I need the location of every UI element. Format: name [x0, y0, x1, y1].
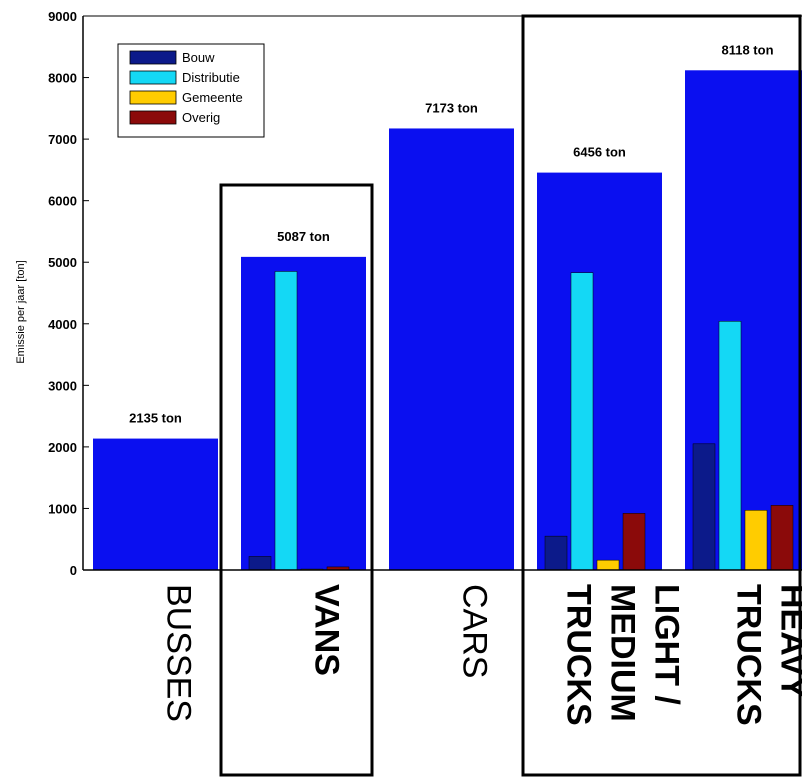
category-label-vans-line-1: VANS: [308, 584, 346, 676]
legend-swatch-gemeente: [129, 90, 177, 105]
bar-total-label-light-medium-trucks: 6456 ton: [573, 145, 626, 160]
bar-total-busses: [93, 438, 218, 570]
legend-swatch-distributie: [129, 70, 177, 85]
bar-bouw-light-medium-trucks: [544, 535, 568, 571]
legend-swatch-overig: [129, 110, 177, 125]
bar-overig-heavy-trucks: [770, 505, 794, 571]
highlight-box-vans: [219, 183, 374, 777]
y-tick-label-1000: 1000: [48, 501, 77, 516]
legend: Bouw Distributie Gemeente Overig: [117, 43, 265, 138]
category-label-light-medium-trucks-line-3: TRUCKS: [560, 584, 598, 726]
category-label-heavy-trucks-line-1: HEAVY: [774, 584, 802, 699]
highlight-box-trucks: [521, 14, 802, 777]
y-tick-label-5000: 5000: [48, 255, 77, 270]
bars: 2135 ton 5087 ton 7173 ton 6456 ton 8118 ton: [93, 42, 802, 571]
highlight-boxes: [219, 14, 802, 777]
category-label-cars-line-1: CARS: [456, 584, 494, 678]
bar-bouw-vans: [248, 556, 272, 571]
y-tick-label-2000: 2000: [48, 440, 77, 455]
legend-entry-distributie: Distributie: [182, 70, 240, 85]
y-tick-label-8000: 8000: [48, 71, 77, 86]
bar-total-label-vans: 5087 ton: [277, 229, 330, 244]
bar-distributie-heavy-trucks: [718, 321, 742, 571]
bar-total-label-cars: 7173 ton: [425, 100, 478, 115]
bar-total-label-heavy-trucks: 8118 ton: [721, 42, 773, 57]
bar-distributie-light-medium-trucks: [570, 272, 594, 571]
bar-gemeente-heavy-trucks: [744, 510, 768, 571]
y-tick-label-4000: 4000: [48, 317, 77, 332]
legend-entry-bouw: Bouw: [182, 50, 215, 65]
y-tick-label-7000: 7000: [48, 132, 77, 147]
category-label-light-medium-trucks-line-1: LIGHT /: [648, 584, 686, 705]
bar-total-cars: [389, 128, 514, 570]
bar-total-light-medium-trucks: [537, 172, 662, 570]
y-tick-label-3000: 3000: [48, 378, 77, 393]
category-label-heavy-trucks-line-2: TRUCKS: [730, 584, 768, 726]
bar-bouw-heavy-trucks: [692, 443, 716, 571]
bar-distributie-vans: [274, 271, 298, 571]
y-tick-label-6000: 6000: [48, 194, 77, 209]
legend-swatch-bouw: [129, 50, 177, 65]
bar-overig-light-medium-trucks: [622, 513, 646, 571]
y-axis-label: Emissie per jaar [ton]: [15, 260, 27, 363]
legend-entry-gemeente: Gemeente: [182, 90, 243, 105]
bar-total-vans: [241, 256, 366, 570]
category-label-busses-line-1: BUSSES: [160, 584, 198, 722]
y-tick-label-9000: 9000: [48, 9, 77, 24]
y-tick-label-0: 0: [70, 563, 77, 578]
bar-gemeente-light-medium-trucks: [596, 559, 620, 571]
bar-total-label-busses: 2135 ton: [129, 411, 182, 426]
category-label-light-medium-trucks-line-2: MEDIUM: [604, 584, 642, 722]
legend-entry-overig: Overig: [182, 110, 220, 125]
